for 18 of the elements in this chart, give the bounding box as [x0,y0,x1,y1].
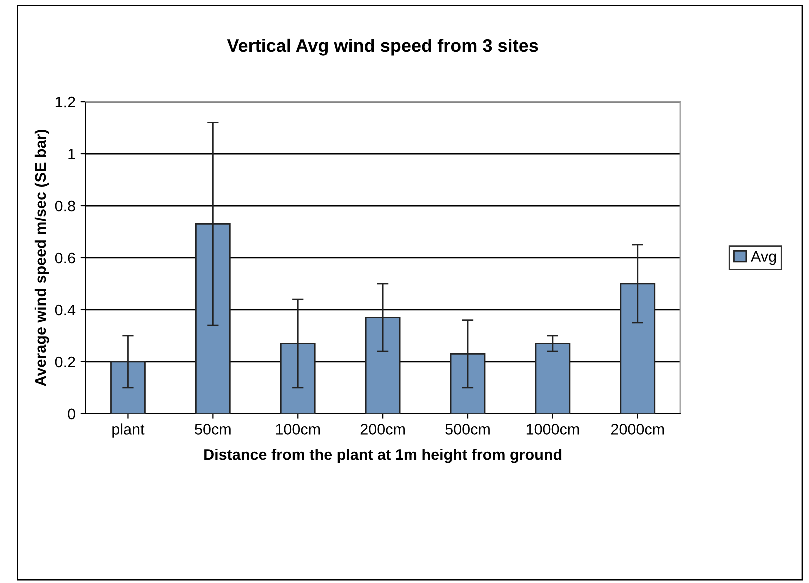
x-tick-label: 50cm [195,424,231,435]
x-tick-label: 200cm [360,424,405,435]
x-tick-label: 100cm [276,424,320,435]
y-tick-label: 0.4 [55,304,76,316]
y-tick-label: 0.8 [55,200,76,212]
x-tick-label: 1000cm [526,424,580,435]
x-tick-label: plant [112,424,145,438]
y-tick-label: 0.6 [55,252,76,264]
y-tick-label: 1 [68,149,76,160]
y-tick-label: 0.2 [55,356,76,368]
y-tick-label: 1.2 [56,96,76,108]
legend-label: Avg [751,251,776,266]
x-tick-label: 500cm [446,424,490,435]
chart-title: Vertical Avg wind speed from 3 sites [227,38,538,56]
x-axis-title: Distance from the plant at 1m height from ground [204,449,562,464]
x-tick-label: 2000cm [611,424,664,435]
y-tick-label: 0 [68,408,76,420]
y-axis-title: Average wind speed m/sec (SE bar) [34,130,50,386]
